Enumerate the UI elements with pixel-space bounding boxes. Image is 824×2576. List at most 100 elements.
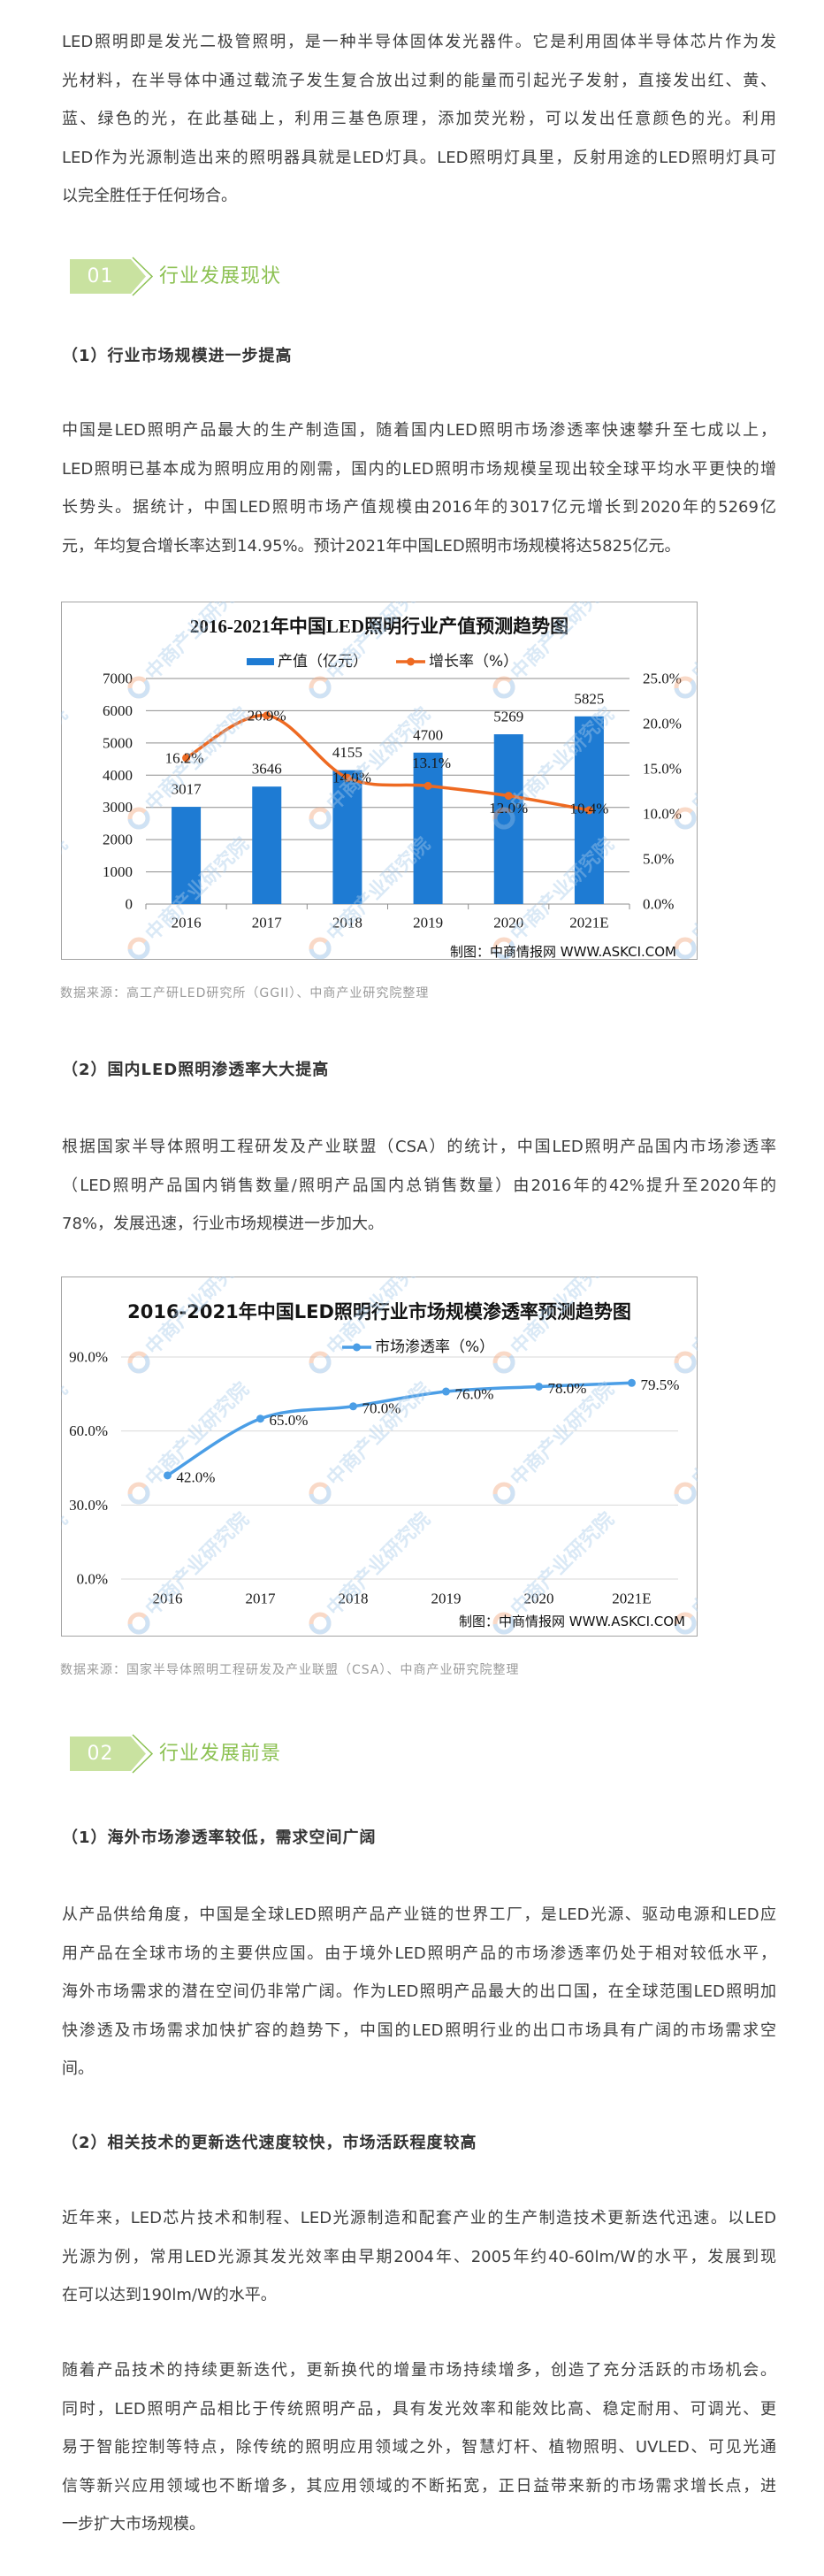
watermark-logo-icon: [127, 1612, 150, 1635]
data-point-marker: [263, 711, 271, 720]
watermark-logo-icon: [127, 937, 150, 960]
watermark-logo-icon: [492, 1482, 515, 1505]
text-line: 间。: [62, 2059, 94, 2078]
watermark-logo-icon: [674, 807, 697, 830]
data-label: 42.0%: [177, 1468, 216, 1485]
legend-label: 产值（亿元）: [278, 653, 368, 671]
bar: [172, 807, 202, 904]
subsection-heading: （2）国内LED照明渗透率大大提高: [62, 1061, 330, 1079]
section-title: 行业发展现状: [159, 265, 282, 288]
watermark-logo-icon: [492, 807, 515, 830]
watermark-logo-icon: [674, 1351, 697, 1374]
y-axis-label: 4000: [103, 767, 133, 784]
watermark-logo-icon: [492, 676, 515, 699]
text-line: 光材料，在半导体中通过载流子发生复合放出过剩的能量而引起光子发射，直接发出红、黄…: [62, 71, 776, 90]
data-point-marker: [535, 1382, 543, 1391]
bar: [413, 752, 443, 904]
data-label: 79.5%: [641, 1376, 680, 1393]
x-axis-label: 2020: [493, 915, 523, 932]
x-axis-label: 2018: [332, 915, 362, 932]
bar: [332, 770, 362, 904]
text-line: 光源为例，常用LED光源其发光效率由早期2004年、2005年约40-60lm/…: [62, 2247, 776, 2266]
y-axis-right-label: 5.0%: [643, 851, 674, 868]
watermark-logo-icon: [309, 676, 332, 699]
watermark-logo-icon: [309, 1351, 332, 1374]
data-label: 78.0%: [548, 1380, 587, 1397]
legend-marker: [353, 1343, 361, 1352]
x-axis-label: 2017: [246, 1591, 277, 1607]
data-point-marker: [504, 792, 513, 801]
intro-paragraph: LED照明即是发光二极管照明，是一种半导体固体发光器件。它是利用固体半导体芯片作…: [62, 23, 776, 216]
data-point-marker: [182, 754, 191, 763]
y-axis-right-label: 20.0%: [643, 716, 682, 732]
y-axis-right-label: 25.0%: [643, 671, 682, 687]
watermark-logo-icon: [127, 676, 150, 699]
y-axis-label: 1000: [103, 863, 133, 880]
chart-frame: [61, 1276, 698, 1637]
legend-label: 增长率（%）: [429, 653, 518, 671]
watermark-logo-icon: [674, 937, 697, 960]
text-line: 长势头。据统计，中国LED照明市场产值规模由2016年的3017亿元增长到202…: [62, 498, 776, 517]
y-axis-label: 2000: [103, 832, 133, 848]
text-line: LED照明即是发光二极管照明，是一种半导体固体发光器件。它是利用固体半导体芯片作…: [62, 33, 776, 51]
watermark-logo-icon: [492, 1612, 515, 1635]
text-line: 用产品在全球市场的主要供应国。由于境外LED照明产品的市场渗透率仍处于相对较低水…: [62, 1944, 776, 1963]
x-axis-label: 2021E: [612, 1591, 651, 1607]
data-label: 14.0%: [332, 770, 371, 786]
body-paragraph: 随着产品技术的持续更新迭代，更新换代的增量市场持续增多，创造了充分活跃的市场机会…: [62, 2351, 776, 2544]
watermark-logo-icon: [127, 1482, 150, 1505]
chart-led-output-forecast: 2016-2021年中国LED照明行业产值预测趋势图 0 1000 2000 3000 4…: [61, 602, 698, 960]
bar-value-label: 4700: [413, 726, 443, 743]
text-line: 以完全胜任于任何场合。: [62, 187, 237, 205]
watermark-logo-icon: [492, 937, 515, 960]
y-axis-label: 30.0%: [69, 1497, 108, 1514]
watermark-logo-icon: [127, 1351, 150, 1374]
data-label: 70.0%: [362, 1399, 401, 1416]
watermark-logo-icon: [127, 1612, 150, 1635]
x-axis-label: 2016: [172, 915, 202, 932]
watermark-logo-icon: [127, 807, 150, 830]
data-label: 65.0%: [270, 1412, 309, 1429]
y-axis-right-label: 15.0%: [643, 761, 682, 778]
y-axis-label: 3000: [103, 799, 133, 816]
badge-arrow-icon: [70, 257, 154, 296]
data-point-marker: [442, 1387, 450, 1396]
data-point-marker: [423, 781, 432, 790]
bar: [493, 734, 523, 904]
watermark-logo-icon: [127, 1482, 150, 1505]
text-line: LED照明已基本成为照明应用的刚需，国内的LED照明市场规模呈现出较全球平均水平…: [62, 459, 776, 479]
section-number: 02: [87, 1743, 114, 1765]
data-point-marker: [164, 1471, 172, 1480]
text-line: 近年来，LED芯片技术和制程、LED光源制造和配套产业的生产制造技术更新迭代迅速…: [62, 2209, 776, 2227]
watermark-logo-icon: [492, 937, 515, 960]
watermark-logo-icon: [309, 1612, 332, 1635]
watermark-logo-icon: [674, 1612, 697, 1635]
text-line: 一步扩大市场规模。: [62, 2515, 205, 2534]
watermark-logo-icon: [309, 807, 332, 830]
text-line: 元，年均复合增长率达到14.95%。预计2021年中国LED照明市场规模将达58…: [62, 536, 681, 556]
x-axis-label: 2018: [339, 1591, 369, 1607]
text-line: 78%，发展迅速，行业市场规模进一步加大。: [62, 1215, 385, 1233]
subsection-heading: （1）行业市场规模进一步提高: [62, 347, 293, 365]
chart-title: 2016-2021年中国LED照明行业产值预测趋势图: [190, 616, 568, 637]
badge-arrow-icon: [70, 1734, 154, 1774]
legend-label: 市场渗透率（%）: [375, 1338, 494, 1356]
text-line: 中国是LED照明产品最大的生产制造国，随着国内LED照明市场渗透率快速攀升至七成…: [62, 421, 776, 440]
watermark-logo-icon: [309, 1482, 332, 1505]
subsection-heading: （2）相关技术的更新迭代速度较快，市场活跃程度较高: [62, 2134, 477, 2152]
watermark-logo-icon: [309, 1612, 332, 1635]
chart-canvas: 2016-2021年中国LED照明行业产值预测趋势图 0 1000 2000 3000 4…: [61, 602, 698, 960]
series-line: [165, 1381, 634, 1477]
watermark-logo-icon: [309, 807, 332, 830]
text-line: 蓝、绿色的光，在此基础上，利用三基色原理，添加荧光粉，可以发出任意颜色的光。利用: [62, 110, 776, 128]
y-axis-label: 90.0%: [69, 1349, 108, 1366]
x-axis-label: 2017: [252, 915, 283, 932]
watermark-logo-icon: [309, 937, 332, 960]
data-label: 20.9%: [248, 707, 286, 724]
y-axis-label: 0: [126, 896, 134, 913]
watermark-logo-icon: [127, 676, 150, 699]
data-point-marker: [628, 1378, 636, 1387]
watermark-logo-icon: [309, 937, 332, 960]
data-point-marker: [349, 1402, 357, 1411]
